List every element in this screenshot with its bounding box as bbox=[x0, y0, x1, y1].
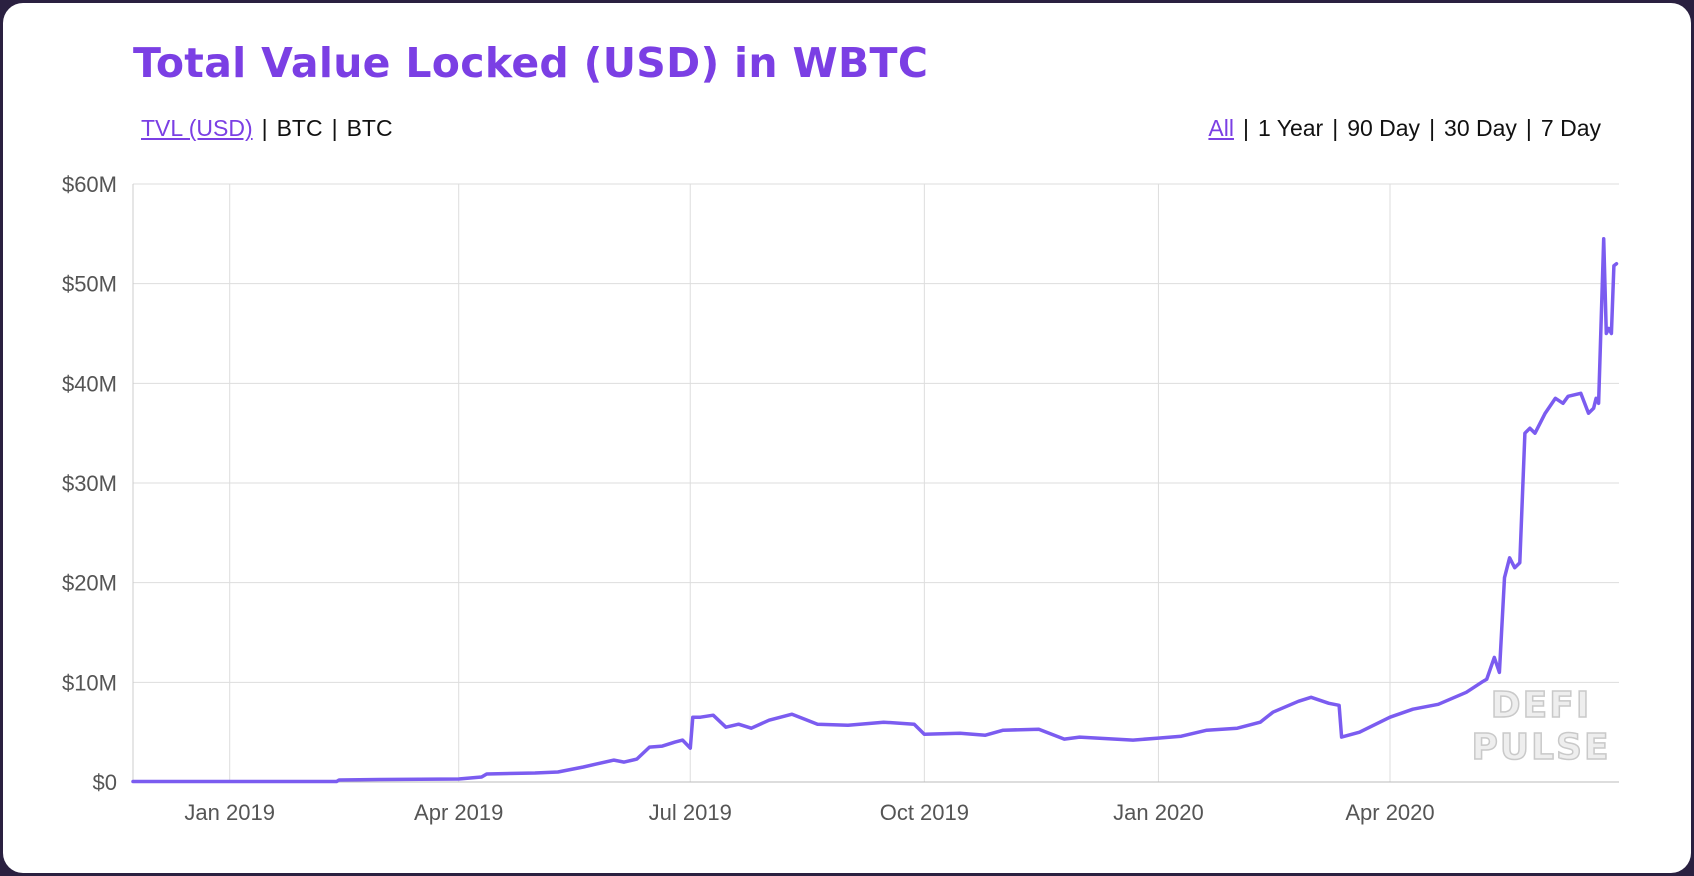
tab-btc-2[interactable]: BTC bbox=[346, 115, 393, 141]
chart-title: Total Value Locked (USD) in WBTC bbox=[133, 39, 929, 87]
x-tick-label: Apr 2020 bbox=[1345, 800, 1434, 825]
tab-range-90-day[interactable]: 90 Day bbox=[1347, 115, 1421, 141]
tab-separator: | bbox=[261, 115, 268, 141]
tab-separator: | bbox=[331, 115, 338, 141]
chart-card: Total Value Locked (USD) in WBTC TVL (US… bbox=[3, 3, 1691, 873]
y-tick-label: $10M bbox=[62, 670, 117, 695]
x-tick-label: Oct 2019 bbox=[880, 800, 969, 825]
tab-separator: | bbox=[1242, 115, 1249, 141]
tab-btc[interactable]: BTC bbox=[276, 115, 323, 141]
tab-tvl-usd[interactable]: TVL (USD) bbox=[141, 115, 253, 141]
tab-range-all[interactable]: All bbox=[1208, 115, 1234, 141]
watermark: DEFI PULSE bbox=[1471, 684, 1610, 769]
watermark-line-1: DEFI bbox=[1491, 685, 1591, 726]
chart-area: $0 $10M $20M $30M $40M $50M $60M Jan 2019 Apr 20… bbox=[62, 172, 1619, 825]
tab-separator: | bbox=[1332, 115, 1339, 141]
x-tick-label: Apr 2019 bbox=[414, 800, 503, 825]
y-tick-label: $30M bbox=[62, 471, 117, 496]
x-tick-label: Jan 2019 bbox=[184, 800, 275, 825]
x-tick-label: Jan 2020 bbox=[1113, 800, 1204, 825]
y-tick-label: $20M bbox=[62, 571, 117, 596]
y-tick-label: $60M bbox=[62, 172, 117, 197]
tab-range-1-year[interactable]: 1 Year bbox=[1257, 115, 1324, 141]
tick-labels: $0 $10M $20M $30M $40M $50M $60M Jan 2019 Apr 20… bbox=[62, 172, 1435, 825]
x-tick-label: Jul 2019 bbox=[649, 800, 732, 825]
watermark-line-2: PULSE bbox=[1471, 727, 1610, 768]
y-tick-label: $0 bbox=[93, 770, 117, 795]
range-tabs: All | 1 Year | 90 Day | 30 Day | 7 Day bbox=[1208, 115, 1601, 142]
y-tick-label: $40M bbox=[62, 371, 117, 396]
grid bbox=[132, 183, 1619, 783]
tab-separator: | bbox=[1429, 115, 1436, 141]
tab-range-7-day[interactable]: 7 Day bbox=[1540, 115, 1601, 141]
tab-range-30-day[interactable]: 30 Day bbox=[1444, 115, 1517, 141]
tab-separator: | bbox=[1525, 115, 1532, 141]
metric-tabs: TVL (USD) | BTC | BTC bbox=[141, 115, 393, 142]
series-line-tvl bbox=[131, 237, 1619, 784]
series bbox=[131, 237, 1619, 784]
y-tick-label: $50M bbox=[62, 272, 117, 297]
